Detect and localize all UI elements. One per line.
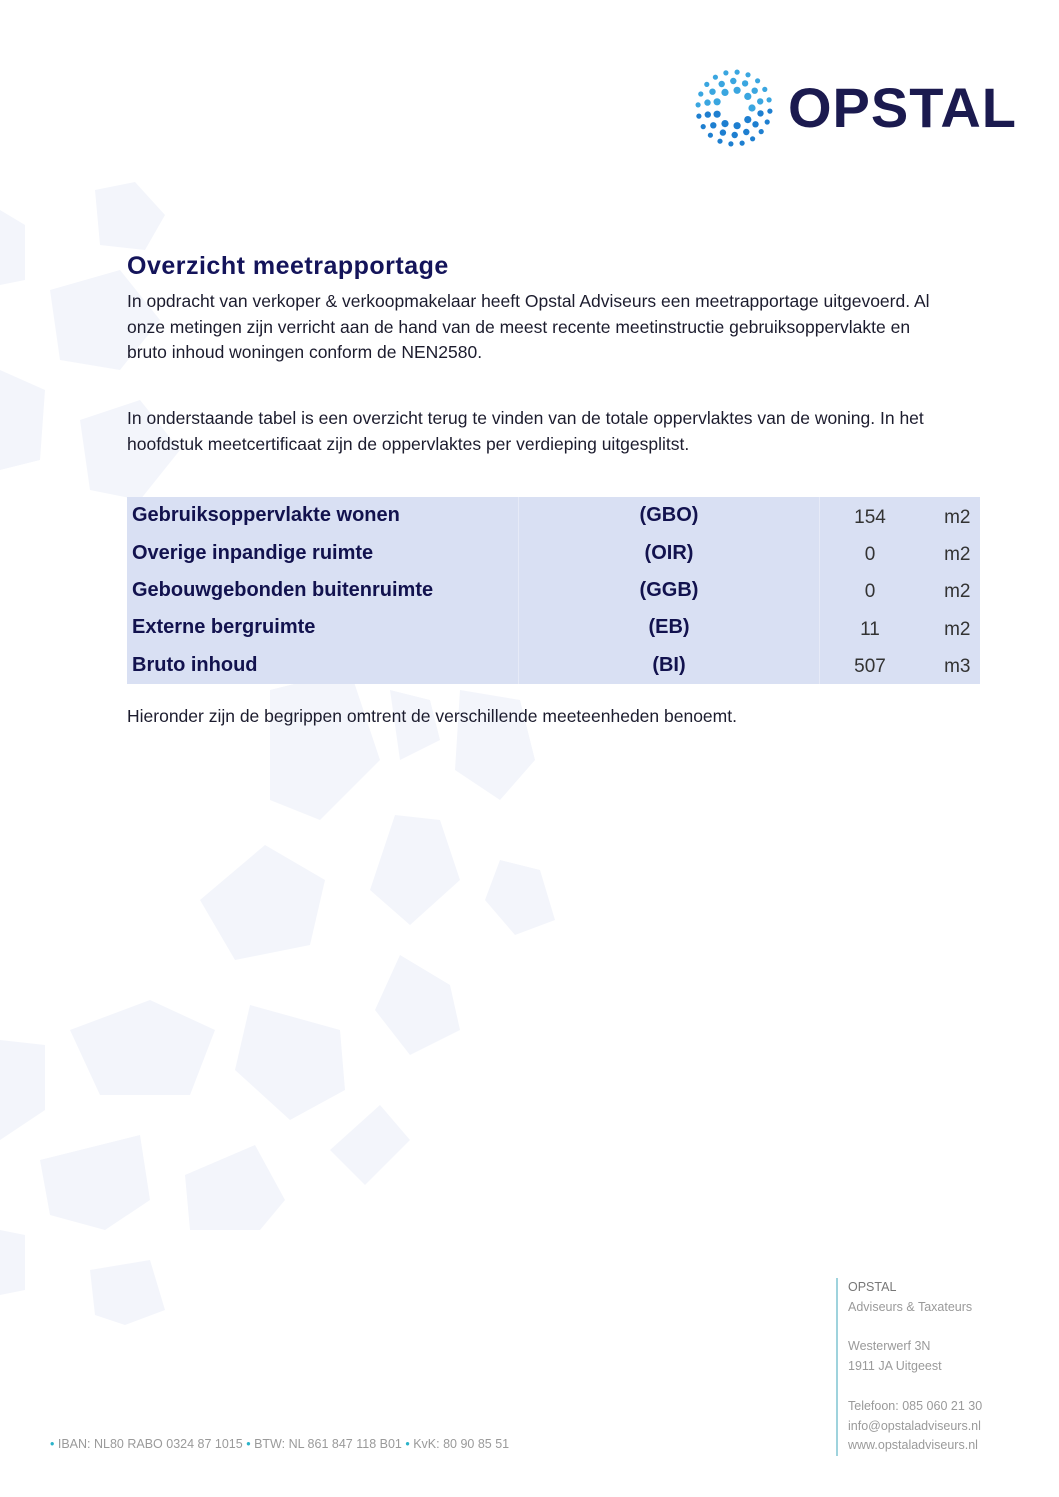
logo-dot xyxy=(700,124,706,130)
btw: BTW: NL 861 847 118 B01 xyxy=(254,1437,402,1451)
logo-dot xyxy=(712,74,718,80)
logo-dot xyxy=(767,108,773,114)
footer-email[interactable]: info@opstaladviseurs.nl xyxy=(848,1418,981,1433)
bullet-icon: • xyxy=(50,1437,55,1451)
opstal-logo: OPSTAL xyxy=(688,62,1016,154)
row-value: 0 xyxy=(864,581,876,603)
definitions-intro-paragraph: Hieronder zijn de begrippen omtrent de v… xyxy=(127,706,737,726)
table-row: Gebouwgebonden buitenruimte (GGB) 0 m2 xyxy=(127,571,980,610)
logo-dot xyxy=(731,131,738,139)
row-unit: m2 xyxy=(944,618,971,640)
logo-dot xyxy=(758,129,764,135)
page-title: Overzicht meetrapportage xyxy=(127,252,449,280)
logo-dot xyxy=(704,111,711,118)
logo-dot xyxy=(721,88,729,96)
logo-dot xyxy=(744,92,752,100)
row-name: Bruto inhoud xyxy=(127,646,519,684)
logo-dot xyxy=(733,122,741,130)
logo-dot xyxy=(741,80,749,87)
logo-dot xyxy=(755,78,761,84)
logo-dot xyxy=(766,97,772,103)
footer-city: 1911 JA Uitgeest xyxy=(848,1359,942,1374)
row-name: Externe bergruimte xyxy=(127,609,519,647)
row-abbreviation: (GGB) xyxy=(518,571,820,610)
logo-dot xyxy=(764,119,770,125)
measurement-summary-table: Gebruiksoppervlakte wonen (GBO) 154 m2 Overi… xyxy=(127,497,980,684)
row-unit: m2 xyxy=(944,506,971,528)
table-intro-paragraph: In onderstaande tabel is een overzicht t… xyxy=(127,408,924,454)
footer-company: OPSTAL xyxy=(848,1280,897,1294)
logo-dot xyxy=(718,80,725,88)
logo-dot xyxy=(698,91,704,97)
row-name: Overige inpandige ruimte xyxy=(127,534,519,572)
table-row: Overige inpandige ruimte (OIR) 0 m2 xyxy=(127,534,980,572)
logo-dot xyxy=(750,136,756,142)
table-row: Bruto inhoud (BI) 507 m3 xyxy=(127,646,980,684)
logo-dot xyxy=(707,132,713,138)
row-unit: m2 xyxy=(944,581,971,603)
row-unit: m2 xyxy=(944,544,971,566)
row-name: Gebruiksoppervlakte wonen xyxy=(127,497,519,535)
logo-dot xyxy=(744,116,752,124)
logo-dot xyxy=(743,128,750,136)
footer-phone: Telefoon: 085 060 21 30 xyxy=(848,1398,983,1413)
intro-paragraph: In opdracht van verkoper & verkoopmakela… xyxy=(127,291,930,362)
company-address-block: OPSTAL Adviseurs & Taxateurs Westerwerf … xyxy=(836,1278,983,1457)
row-abbreviation: (OIR) xyxy=(518,534,820,572)
kvk: KvK: 80 90 85 51 xyxy=(413,1437,510,1451)
footer-subtitle: Adviseurs & Taxateurs xyxy=(848,1299,973,1314)
table-row: Gebruiksoppervlakte wonen (GBO) 154 m2 xyxy=(127,497,980,535)
bullet-icon: • xyxy=(405,1437,410,1451)
logo-dot xyxy=(757,98,764,105)
logo-dot xyxy=(710,122,717,129)
logo-dot xyxy=(733,86,741,94)
logo-dot xyxy=(709,88,716,95)
logo-dot xyxy=(728,141,734,147)
iban: IBAN: NL80 RABO 0324 87 1015 xyxy=(57,1437,243,1451)
row-value: 154 xyxy=(854,506,886,528)
row-unit: m3 xyxy=(944,656,971,678)
bank-details: • IBAN: NL80 RABO 0324 87 1015 • BTW: NL… xyxy=(50,1437,509,1451)
footer-website[interactable]: www.opstaladviseurs.nl xyxy=(848,1438,978,1453)
logo-dot xyxy=(704,81,710,87)
logo-dot xyxy=(704,99,711,106)
row-value: 11 xyxy=(860,618,880,640)
row-value: 0 xyxy=(864,544,876,566)
row-abbreviation: (GBO) xyxy=(518,497,820,535)
logo-dot xyxy=(713,98,721,106)
logo-dot xyxy=(695,102,701,108)
logo-dot xyxy=(752,121,759,128)
row-value: 507 xyxy=(854,656,886,678)
logo-dot xyxy=(719,129,727,136)
logo-dot xyxy=(762,86,768,92)
logo-dot xyxy=(717,138,723,144)
logo-dot xyxy=(748,104,756,112)
logo-text: OPSTAL xyxy=(788,76,1017,139)
logo-dot xyxy=(745,72,751,78)
logo-dot xyxy=(721,120,729,128)
row-abbreviation: (EB) xyxy=(518,609,820,647)
dotted-circle-logo-icon xyxy=(695,69,773,147)
logo-dot xyxy=(723,70,729,76)
logo-dot xyxy=(730,77,737,85)
footer-street: Westerwerf 3N xyxy=(848,1339,931,1354)
logo-dot xyxy=(734,69,740,75)
logo-dot xyxy=(713,110,721,118)
row-abbreviation: (BI) xyxy=(518,646,820,684)
bullet-icon: • xyxy=(246,1437,251,1451)
logo-dot xyxy=(696,113,702,119)
logo-dot xyxy=(751,87,758,94)
logo-dot xyxy=(757,110,764,117)
table-row: Externe bergruimte (EB) 11 m2 xyxy=(127,609,980,647)
row-name: Gebouwgebonden buitenruimte xyxy=(127,571,519,610)
logo-dot xyxy=(739,140,745,146)
